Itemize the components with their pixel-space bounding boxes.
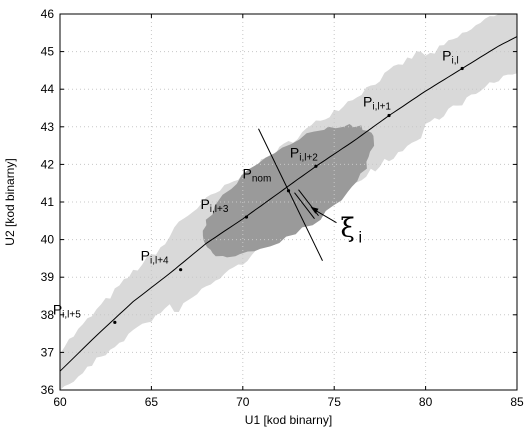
x-tick-label: 60 <box>53 395 67 409</box>
x-tick-label: 80 <box>419 395 433 409</box>
x-axis-label: U1 [kod binarny] <box>245 413 332 427</box>
y-tick-label: 45 <box>41 45 55 59</box>
normal-line <box>258 128 323 261</box>
data-point <box>460 66 464 71</box>
fitted-curve <box>59 36 518 372</box>
point-label-subscript: i,l+2 <box>299 152 318 163</box>
data-point <box>179 268 183 272</box>
point-label-subscript: i,l+5 <box>62 309 81 320</box>
y-tick-label: 46 <box>41 7 55 21</box>
curve-line <box>59 36 518 372</box>
x-tick-label: 85 <box>510 395 524 409</box>
xi-bracket-line-a <box>294 192 315 220</box>
xi-subscript: i <box>359 230 363 247</box>
nominal-label-subscript: nom <box>252 174 271 185</box>
nominal-point <box>286 189 291 193</box>
y-tick-label: 38 <box>41 308 55 322</box>
data-point <box>244 215 249 219</box>
point-label: Pi,l+5 <box>53 301 81 320</box>
y-tick-label: 43 <box>41 120 55 134</box>
point-label-subscript: i,l+4 <box>150 256 169 267</box>
y-tick-label: 40 <box>41 233 55 247</box>
xi-arrow-head <box>310 206 319 214</box>
x-tick-label: 65 <box>145 395 159 409</box>
data-point <box>314 164 318 168</box>
data-point <box>387 113 391 118</box>
data-point <box>113 320 117 324</box>
xi-symbol: ξ <box>341 214 355 244</box>
y-tick-label: 42 <box>41 157 55 171</box>
point-label-subscript: i,l <box>452 56 459 67</box>
plot-frame <box>59 13 518 391</box>
tick-labels: 60 65 70 75 80 85 36 37 38 39 40 41 42 43 44 45 46 <box>41 7 524 409</box>
y-tick-label: 44 <box>41 82 55 96</box>
y-tick-label: 36 <box>41 383 55 397</box>
y-axis-label: U2 [kod binarny] <box>3 158 17 245</box>
point-label-subscript: i,l+3 <box>210 204 229 215</box>
y-tick-label: 39 <box>41 270 55 284</box>
y-tick-label: 37 <box>41 345 55 359</box>
y-tick-label: 41 <box>41 195 55 209</box>
x-tick-label: 70 <box>236 395 250 409</box>
x-tick-label: 75 <box>328 395 342 409</box>
point-label-subscript: i,l+1 <box>372 102 391 113</box>
